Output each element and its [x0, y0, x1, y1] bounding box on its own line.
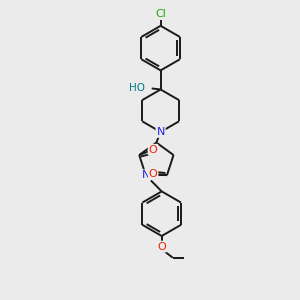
- Text: Cl: Cl: [155, 9, 166, 19]
- Text: O: O: [148, 145, 158, 155]
- Text: N: N: [142, 170, 150, 180]
- Text: O: O: [149, 169, 158, 179]
- Text: HO: HO: [129, 83, 145, 93]
- Text: O: O: [157, 242, 166, 252]
- Text: N: N: [156, 127, 165, 137]
